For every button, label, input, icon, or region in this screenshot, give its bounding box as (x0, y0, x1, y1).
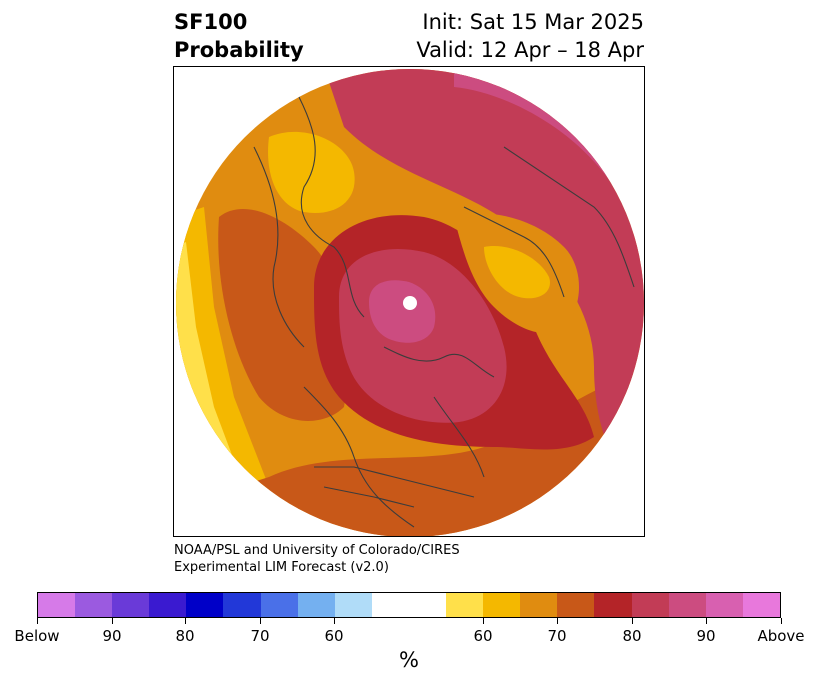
valid-date: Valid: 12 Apr – 18 Apr (416, 38, 644, 62)
map-panel (173, 66, 645, 537)
colorbar-tick-label: 90 (696, 627, 716, 645)
colorbar-tick-label: Below (14, 627, 60, 645)
colorbar-tick-label: 80 (622, 627, 642, 645)
polar-map (176, 69, 644, 536)
colorbar-segment (38, 593, 76, 617)
contour-europe-yellow (484, 246, 550, 299)
colorbar-segment (668, 593, 706, 617)
colorbar-segment (594, 593, 632, 617)
contour-south-band (176, 367, 644, 536)
colorbar-tick-label: 70 (547, 627, 567, 645)
colorbar-segment (297, 593, 335, 617)
colorbar-segment (483, 593, 521, 617)
colorbar-tick-label: 80 (175, 627, 195, 645)
colorbar-tick (706, 618, 707, 624)
colorbar-segment (705, 593, 743, 617)
colorbar-tick (37, 618, 38, 624)
credit-line-1: NOAA/PSL and University of Colorado/CIRE… (174, 543, 460, 558)
map-title: SF100 Probability (174, 8, 304, 64)
colorbar-segment (446, 593, 484, 617)
colorbar-segment (631, 593, 669, 617)
colorbar-tick-label: 60 (473, 627, 493, 645)
colorbar-tick (334, 618, 335, 624)
contour-polar-core (369, 280, 436, 343)
contour-northeast-red (324, 69, 644, 487)
pole-marker (403, 296, 417, 310)
colorbar (37, 592, 781, 618)
colorbar-segment (186, 593, 224, 617)
colorbar-tick (632, 618, 633, 624)
colorbar-segment (223, 593, 261, 617)
colorbar-segment (260, 593, 298, 617)
colorbar-unit: % (399, 648, 419, 672)
credit-text: NOAA/PSL and University of Colorado/CIRE… (174, 542, 460, 576)
colorbar-tick (483, 618, 484, 624)
colorbar-segment (742, 593, 780, 617)
variable-subtitle: Probability (174, 38, 304, 62)
colorbar-segment (557, 593, 595, 617)
colorbar-tick-label: 70 (250, 627, 270, 645)
colorbar-segment (112, 593, 150, 617)
colorbar-tick (557, 618, 558, 624)
colorbar-tick-label: 60 (324, 627, 344, 645)
colorbar-segment (520, 593, 558, 617)
init-date: Init: Sat 15 Mar 2025 (422, 10, 644, 34)
colorbar-tick (185, 618, 186, 624)
colorbar-segment (75, 593, 113, 617)
colorbar-tick (260, 618, 261, 624)
colorbar-segment (334, 593, 372, 617)
colorbar-tick-label: 90 (102, 627, 122, 645)
colorbar-tick (112, 618, 113, 624)
forecast-dates: Init: Sat 15 Mar 2025 Valid: 12 Apr – 18… (416, 8, 644, 64)
colorbar-segment (149, 593, 187, 617)
credit-line-2: Experimental LIM Forecast (v2.0) (174, 560, 389, 575)
variable-name: SF100 (174, 10, 248, 34)
colorbar-segment (371, 593, 447, 617)
contour-west-band (218, 208, 348, 421)
colorbar-tick-label: Above (757, 627, 805, 645)
colorbar-tick (781, 618, 782, 624)
